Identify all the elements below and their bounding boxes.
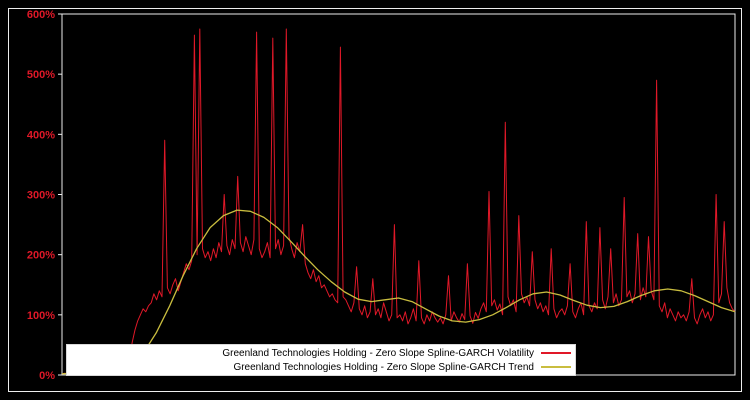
- legend-line-volatility-sample: [541, 352, 571, 354]
- legend-item-trend: Greenland Technologies Holding - Zero Sl…: [71, 360, 571, 374]
- legend: Greenland Technologies Holding - Zero Sl…: [66, 344, 576, 376]
- series-line: [61, 209, 736, 375]
- y-tick-label: 600%: [27, 9, 55, 21]
- legend-label-trend: Greenland Technologies Holding - Zero Sl…: [233, 361, 534, 373]
- y-tick-label: 400%: [27, 129, 55, 141]
- legend-label-volatility: Greenland Technologies Holding - Zero Sl…: [222, 347, 534, 359]
- y-tick-label: 0%: [39, 370, 55, 382]
- legend-item-volatility: Greenland Technologies Holding - Zero Sl…: [71, 346, 571, 360]
- y-tick-label: 500%: [27, 69, 55, 81]
- y-tick-label: 300%: [27, 190, 55, 202]
- legend-line-trend-sample: [541, 366, 571, 368]
- y-tick-label: 100%: [27, 310, 55, 322]
- figure-border: [8, 8, 742, 392]
- y-tick-label: 200%: [27, 250, 55, 262]
- series-line: [61, 28, 736, 375]
